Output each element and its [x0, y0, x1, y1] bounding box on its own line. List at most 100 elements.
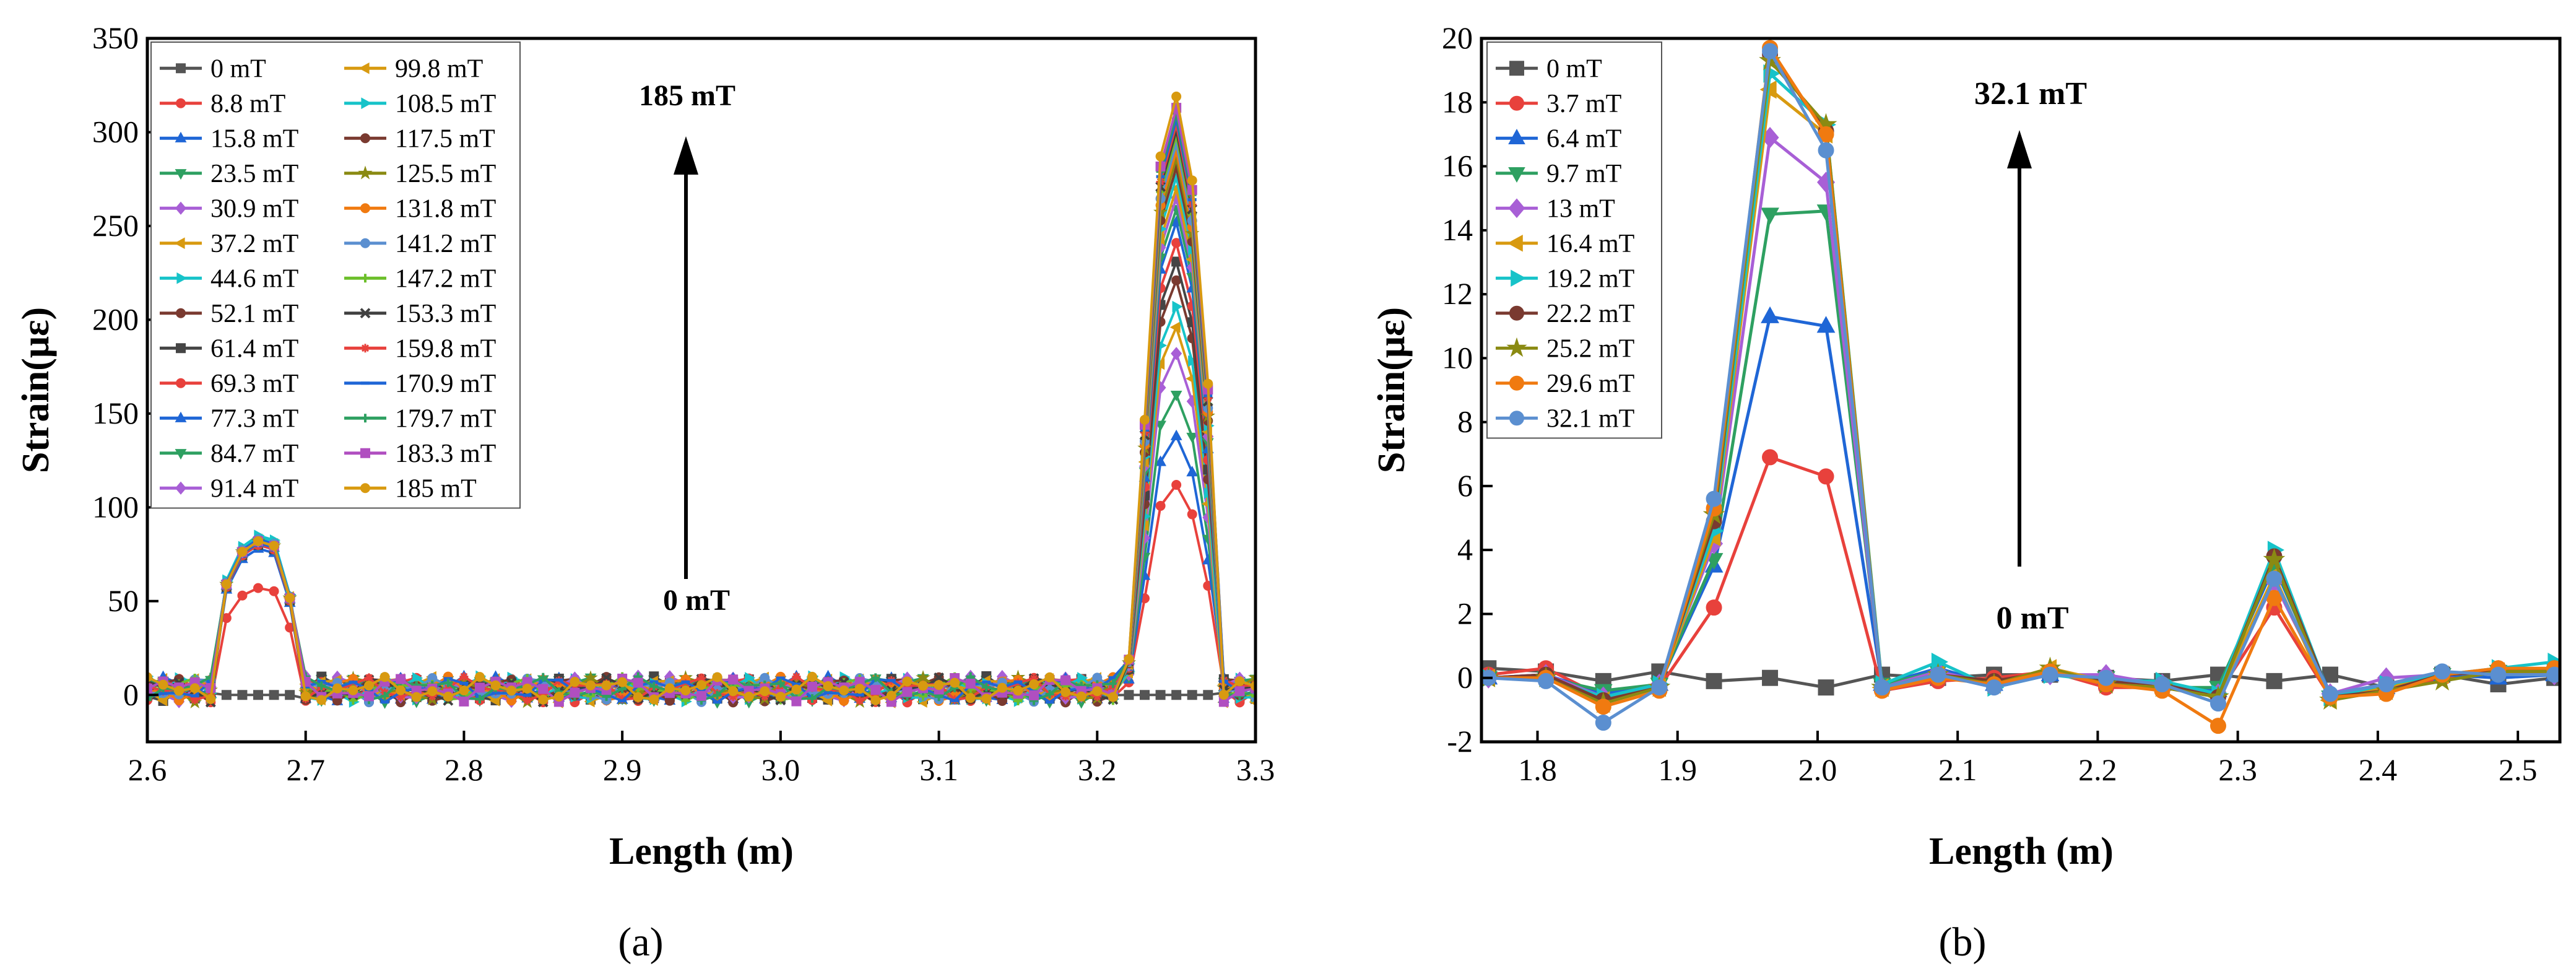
panel-a-data-point: [522, 683, 532, 694]
panel-a-data-point: [428, 692, 437, 701]
panel-b-series-line: [1488, 50, 2554, 724]
panel-a-data-point: [1234, 686, 1245, 697]
panel-b-series-layer: [1481, 40, 2560, 734]
panel-a-y-ticks: 0 50 100 150 200 250 300 350: [92, 20, 158, 711]
panel-a-data-point: [618, 694, 627, 703]
panel-a-x-tick-label: 3.0: [761, 752, 800, 787]
panel-b-data-point: [1986, 679, 2003, 696]
panel-a-data-point: [664, 683, 675, 694]
panel-a-legend-marker: [358, 165, 373, 180]
panel-b-legend-label: 9.7 mT: [1546, 160, 1621, 188]
panel-a-data-point: [221, 579, 232, 590]
panel-b-data-point: [1931, 653, 1948, 671]
panel-b-y-tick-label: 0: [1457, 660, 1473, 695]
panel-b-legend-entry: 29.6 mT: [1496, 370, 1634, 398]
panel-b-legend-label: 25.2 mT: [1546, 334, 1634, 363]
panel-a-data-point: [997, 682, 1007, 693]
panel-a-legend-entry: 141.2 mT: [344, 230, 496, 258]
panel-b-data-point: [2322, 685, 2338, 702]
panel-a-data-point: [1155, 500, 1166, 511]
panel-a-data-point: [269, 541, 279, 551]
panel-a-data-point: [583, 670, 598, 684]
panel-a-data-point: [1093, 692, 1102, 701]
panel-b-data-point: [1595, 698, 1611, 715]
panel-a-data-point: [728, 686, 739, 697]
panel-a-data-point: [190, 695, 199, 705]
panel-a-data-point: [570, 677, 580, 687]
panel-a-legend-entry: 15.8 mT: [160, 124, 298, 153]
panel-a-data-point: [934, 672, 944, 683]
panel-a-data-point: [237, 690, 248, 700]
panel-a-data-point: [1140, 414, 1150, 425]
panel-a-legend-label: 52.1 mT: [210, 300, 298, 328]
panel-a-legend-label: 125.5 mT: [395, 160, 496, 188]
panel-b-legend-marker: [1509, 375, 1524, 391]
panel-a-data-point: [158, 679, 168, 690]
panel-a-legend-entry: 131.8 mT: [344, 194, 496, 223]
panel-a-data-point: [269, 690, 279, 700]
panel-a-data-point: [221, 690, 232, 700]
panel-a-legend-label: 61.4 mT: [210, 334, 298, 363]
panel-a-data-point: [916, 670, 930, 684]
panel-a-data-point: [523, 696, 532, 705]
panel-a-data-point: [443, 684, 453, 693]
panel-a-legend-marker: [175, 481, 187, 495]
panel-b-series-line: [1488, 455, 2555, 699]
panel-a-legend-entry: 8.8 mT: [160, 90, 285, 118]
panel-a-x-tick-label: 3.3: [1236, 752, 1275, 787]
panel-b-data-point: [2266, 672, 2283, 689]
panel-b-y-tick-label: 18: [1442, 84, 1473, 119]
panel-a-data-point: [744, 691, 754, 702]
panel-b-legend-label: 19.2 mT: [1546, 264, 1634, 293]
panel-a-data-point: [443, 691, 453, 702]
panel-a-data-point: [776, 679, 785, 688]
panel-a-data-point: [1187, 175, 1197, 186]
panel-a-data-point: [539, 672, 548, 682]
panel-a-legend-label: 99.8 mT: [395, 54, 483, 83]
panel-a-data-point: [713, 690, 722, 700]
panel-a-data-point: [1060, 687, 1071, 697]
panel-a-data-point: [1108, 692, 1118, 702]
panel-a-legend-label: 30.9 mT: [210, 194, 298, 223]
panel-a-data-point: [317, 681, 326, 690]
panel-b-y-tick-label: 20: [1442, 20, 1473, 55]
panel-a-data-point: [538, 684, 549, 694]
panel-a-data-point: [680, 685, 691, 695]
panel-a-data-point: [1187, 690, 1197, 700]
panel-a-data-point: [427, 686, 438, 697]
panel-b-legend-entry: 25.2 mT: [1496, 334, 1634, 363]
panel-a-legend-label: 185 mT: [395, 474, 477, 503]
panel-b-series-clip: [1481, 40, 2560, 734]
panel-a-data-point: [1060, 675, 1071, 685]
panel-a-data-point: [760, 692, 770, 701]
panel-a-legend-entry: 52.1 mT: [160, 300, 298, 328]
panel-b-y-tick-label: 12: [1442, 276, 1473, 311]
panel-a-data-point: [1171, 91, 1182, 102]
panel-a-data-point: [1251, 692, 1255, 701]
panel-a-data-point: [285, 690, 295, 700]
panel-b-legend-marker: [1508, 167, 1525, 183]
panel-a-legend-marker: [361, 97, 372, 110]
panel-b-arrow-top-label: 32.1 mT: [1974, 76, 2087, 111]
panel-a-y-axis-label: Strain(με): [15, 307, 57, 473]
panel-a-legend-entry: 69.3 mT: [160, 370, 298, 398]
panel-a-data-point: [1029, 679, 1039, 689]
panel-a-data-point: [538, 694, 549, 705]
panel-a-data-point: [1108, 679, 1117, 689]
panel-a-legend-label: 108.5 mT: [395, 90, 496, 118]
panel-a-data-point: [300, 691, 311, 702]
panel-b-data-point: [2266, 570, 2283, 587]
panel-b-legend-label: 29.6 mT: [1546, 370, 1634, 398]
panel-a-data-point: [237, 590, 248, 601]
panel-a-y-tick-label: 0: [123, 677, 139, 711]
panel-a-data-point: [1171, 347, 1182, 360]
panel-a-data-point: [365, 673, 373, 682]
panel-b-legend-label: 13 mT: [1546, 194, 1615, 223]
panel-a-legend-entry: 185 mT: [344, 474, 477, 503]
panel-a-data-point: [269, 586, 279, 596]
panel-b-data-point: [1706, 490, 1722, 507]
panel-a-legend-entry: 77.3 mT: [160, 404, 298, 433]
panel-b-legend-marker: [1508, 128, 1525, 145]
panel-b-legend-marker: [1509, 61, 1524, 76]
panel-a-arrow-bottom-label: 0 mT: [663, 584, 730, 617]
